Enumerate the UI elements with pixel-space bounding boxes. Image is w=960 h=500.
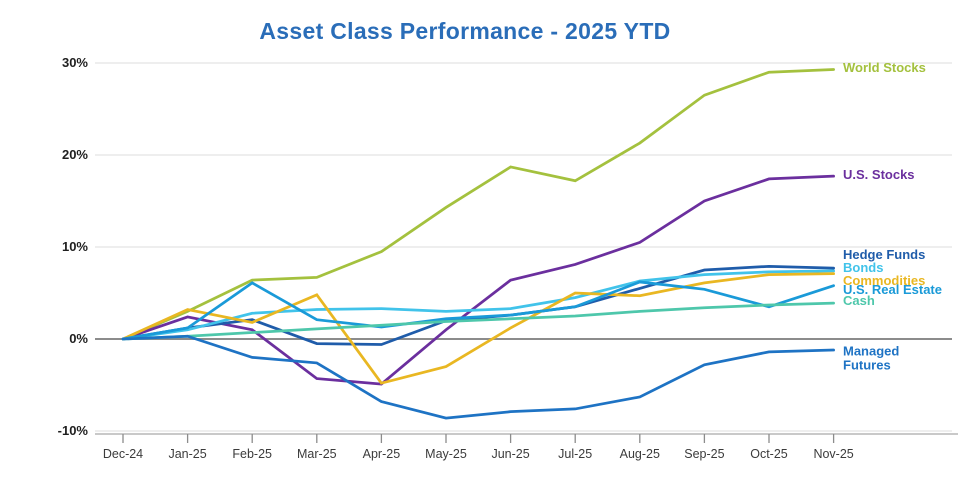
- x-tick-label: Jul-25: [558, 447, 593, 461]
- series-line-managed-futures: [121, 334, 835, 420]
- x-tick-label: Sep-25: [684, 447, 725, 461]
- x-tick-label: Nov-25: [813, 447, 854, 461]
- x-tick-label: Apr-25: [362, 447, 401, 461]
- y-tick-label: 10%: [61, 239, 88, 254]
- y-tick-label: 30%: [61, 55, 88, 70]
- series-line-u-s-stocks: [121, 174, 835, 386]
- series-label-cash: Cash: [843, 292, 875, 308]
- y-tick-label: -10%: [57, 423, 88, 438]
- x-tick-label: Jun-25: [491, 447, 530, 461]
- series-label-bonds: Bonds: [843, 259, 884, 275]
- x-tick-label: Jan-25: [168, 447, 207, 461]
- series-line-cash: [121, 301, 835, 341]
- x-tick-label: Oct-25: [750, 447, 788, 461]
- series-label-commodities: Commodities: [843, 272, 926, 288]
- series-label-hedge-funds: Hedge Funds: [843, 247, 926, 263]
- chart-title: Asset Class Performance - 2025 YTD: [259, 18, 671, 44]
- series-label-u-s-real-estate: U.S. Real Estate: [843, 281, 942, 297]
- y-tick-label: 0%: [69, 331, 88, 346]
- series-label-world-stocks: World Stocks: [843, 60, 926, 76]
- series-line-world-stocks: [121, 68, 835, 341]
- series-label-u-s-stocks: U.S. Stocks: [843, 167, 915, 183]
- series-label-managed-futures: Managed Futures: [843, 343, 900, 374]
- x-tick-label: May-25: [425, 447, 467, 461]
- series-line-u-s-real-estate: [121, 280, 835, 341]
- y-tick-label: 20%: [61, 147, 88, 162]
- x-tick-label: Feb-25: [232, 447, 272, 461]
- x-tick-label: Mar-25: [297, 447, 337, 461]
- series-line-commodities: [121, 272, 835, 385]
- x-tick-label: Dec-24: [102, 447, 144, 461]
- series-line-bonds: [121, 269, 835, 341]
- x-tick-label: Aug-25: [619, 447, 660, 461]
